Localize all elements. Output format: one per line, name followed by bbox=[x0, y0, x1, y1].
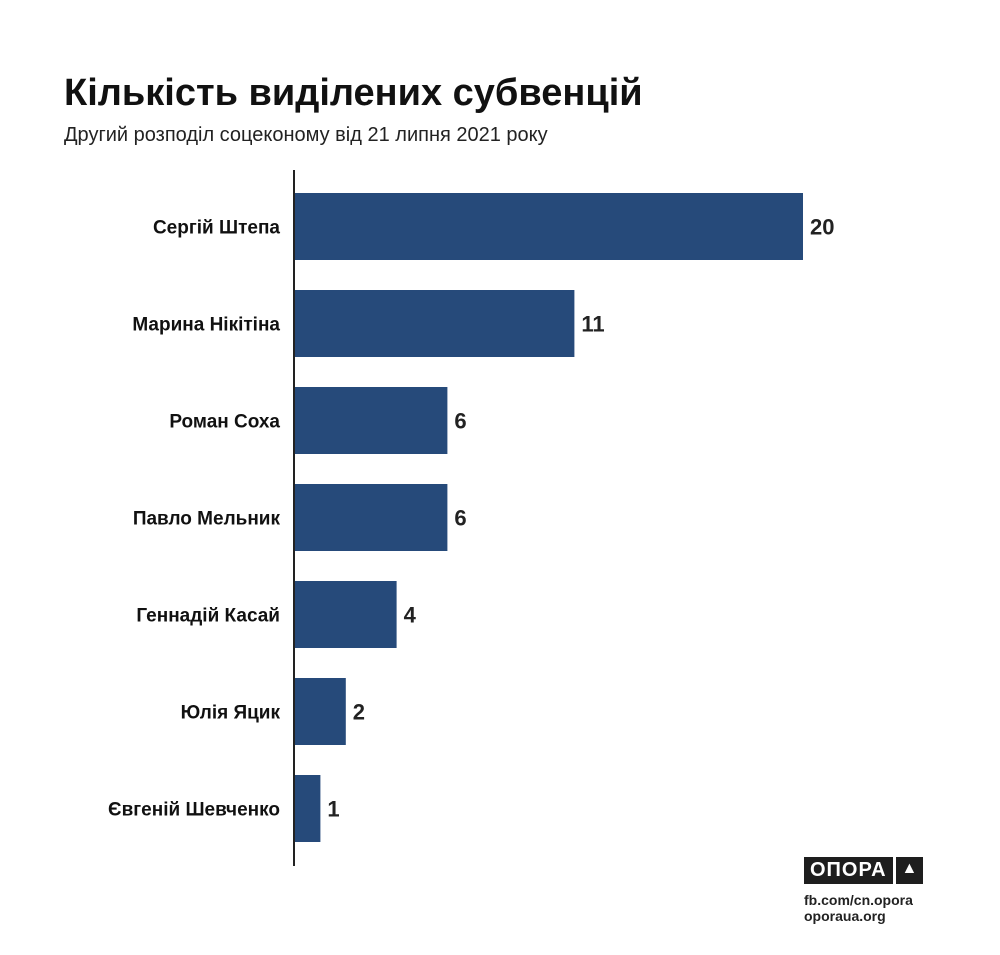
category-label: Сергій Штепа bbox=[153, 218, 280, 239]
data-label: 11 bbox=[581, 312, 604, 337]
data-label: 6 bbox=[454, 506, 466, 531]
category-label: Євгеній Шевченко bbox=[108, 800, 280, 821]
bar bbox=[295, 581, 397, 648]
data-label: 2 bbox=[353, 700, 365, 725]
source-links: fb.com/cn.opora oporaua.org bbox=[804, 892, 913, 924]
bar bbox=[295, 775, 321, 842]
category-label: Марина Нікітіна bbox=[132, 315, 280, 336]
bar bbox=[295, 193, 803, 260]
chart-subtitle: Другий розподіл соцеконому від 21 липня … bbox=[64, 124, 548, 146]
bar bbox=[295, 290, 575, 357]
site-link[interactable]: oporaua.org bbox=[804, 908, 886, 924]
category-label: Павло Мельник bbox=[133, 509, 281, 530]
logo-text: ОПОРА bbox=[804, 857, 893, 884]
fb-link[interactable]: fb.com/cn.opora bbox=[804, 892, 913, 908]
triangle-icon: ▲ bbox=[895, 857, 924, 884]
data-label: 4 bbox=[404, 603, 417, 628]
bar bbox=[295, 484, 448, 551]
opora-logo: ОПОРА ▲ bbox=[804, 857, 924, 884]
category-label: Геннадій Касай bbox=[136, 606, 280, 627]
bar bbox=[295, 678, 346, 745]
bar bbox=[295, 387, 448, 454]
category-label: Юлія Яцик bbox=[181, 703, 281, 724]
data-label: 6 bbox=[454, 409, 466, 434]
data-label: 20 bbox=[810, 215, 834, 240]
category-label: Роман Соха bbox=[169, 412, 280, 433]
data-label: 1 bbox=[327, 797, 339, 822]
chart-title: Кількість виділених субвенцій bbox=[64, 72, 643, 114]
